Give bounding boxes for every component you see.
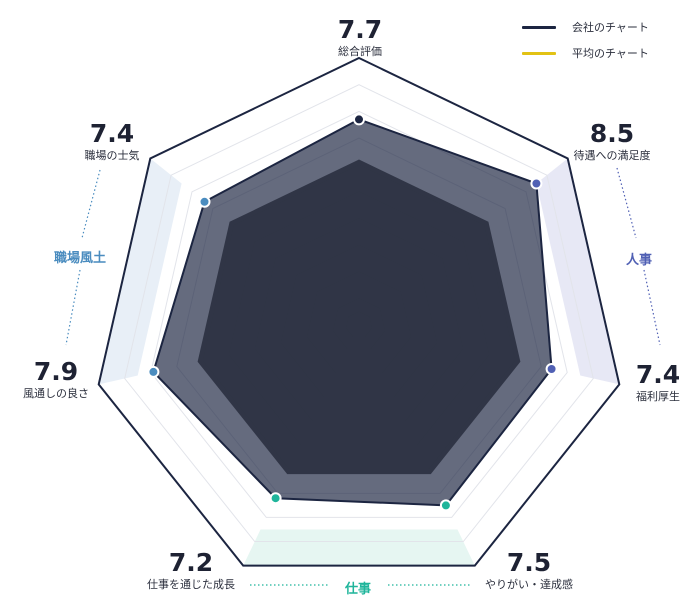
group-line-workplace-upper xyxy=(81,169,101,239)
axis-value-growth: 7.2 xyxy=(168,548,214,577)
legend-swatch-average xyxy=(522,51,556,55)
axis-value-fulfillment: 7.5 xyxy=(506,548,552,577)
legend-item-company: 会社のチャート xyxy=(522,14,649,40)
grid-ring-10 xyxy=(124,84,594,542)
axis-label-overall: 7.7 総合評価 xyxy=(338,16,382,59)
axis-name-overall: 総合評価 xyxy=(337,45,382,58)
axis-name-growth: 仕事を通じた成長 xyxy=(147,578,235,591)
outer-boundary xyxy=(97,56,621,567)
axis-label-openness: 7.9 風通しの良さ xyxy=(23,358,89,401)
group-label-workplace: 職場風土 xyxy=(53,251,107,266)
axis-name-openness: 風通しの良さ xyxy=(23,387,89,400)
band-hr xyxy=(536,158,620,385)
axis-label-benefits: 7.4 福利厚生 xyxy=(636,361,680,404)
group-label-hr: 人事 xyxy=(625,253,653,268)
chart-legend: 会社のチャート 平均のチャート xyxy=(522,14,649,66)
group-line-hr-lower xyxy=(643,269,661,346)
company-point-3 xyxy=(545,363,558,375)
legend-label-average: 平均のチャート xyxy=(572,47,649,60)
group-label-work: 仕事 xyxy=(344,582,372,597)
axis-value-benefits: 7.4 xyxy=(635,360,681,389)
legend-swatch-company xyxy=(522,25,556,29)
band-work xyxy=(243,529,475,566)
axis-name-compensation: 待遇への満足度 xyxy=(573,149,651,162)
band-workplace xyxy=(98,158,182,385)
company-point-2 xyxy=(530,177,543,190)
company-point-1 xyxy=(353,113,365,126)
legend-label-company: 会社のチャート xyxy=(572,21,649,34)
axis-label-growth: 7.2 仕事を通じた成長 xyxy=(147,549,235,592)
axis-value-openness: 7.9 xyxy=(33,357,79,386)
axis-label-compensation: 8.5 待遇への満足度 xyxy=(574,120,651,163)
axis-name-morale: 職場の士気 xyxy=(84,149,140,162)
axis-label-fulfillment: 7.5 やりがい・達成感 xyxy=(485,549,573,592)
axis-value-overall: 7.7 xyxy=(337,15,383,44)
group-line-workplace-lower xyxy=(65,269,81,346)
axis-value-compensation: 8.5 xyxy=(589,119,635,148)
company-point-7 xyxy=(198,195,211,208)
axis-name-benefits: 福利厚生 xyxy=(635,390,680,403)
company-point-5 xyxy=(269,492,282,505)
axis-value-morale: 7.4 xyxy=(89,119,135,148)
company-area xyxy=(152,118,553,507)
group-line-hr-upper xyxy=(616,167,637,239)
axis-label-morale: 7.4 職場の士気 xyxy=(85,120,140,163)
company-point-4 xyxy=(439,499,452,512)
company-point-6 xyxy=(147,365,160,378)
legend-item-average: 平均のチャート xyxy=(522,40,649,66)
axis-name-fulfillment: やりがい・達成感 xyxy=(485,578,573,591)
